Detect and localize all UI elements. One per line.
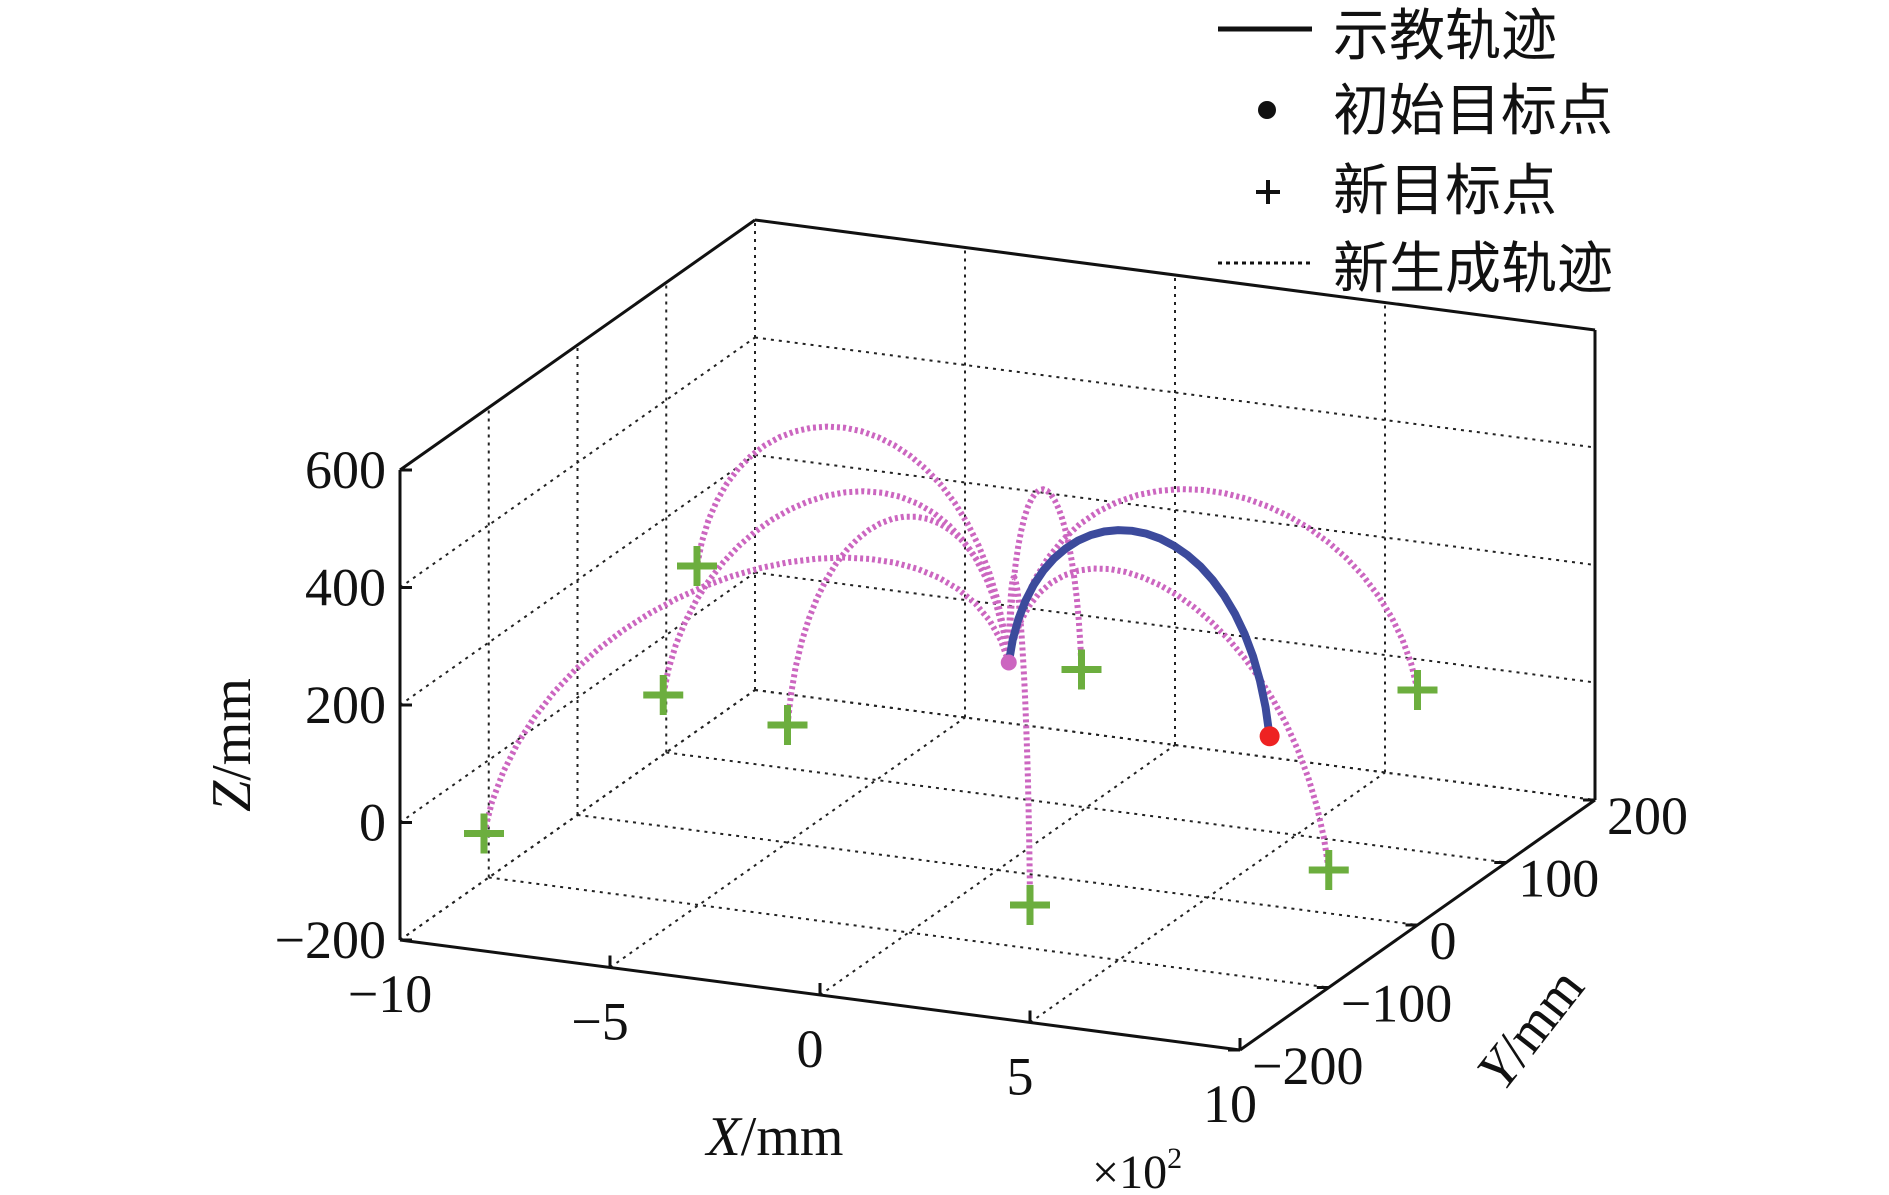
legend-label-demo: 示教轨迹 [1333, 4, 1557, 69]
x-axis-multiplier: ×102 [1092, 1142, 1182, 1195]
y-tick-label: −100 [1341, 974, 1452, 1034]
grid-line [399, 336, 756, 589]
initial-target-point [1259, 726, 1280, 747]
x-tick-label: 0 [797, 1019, 824, 1079]
grid-line [666, 751, 1507, 864]
grid-line [754, 689, 1596, 801]
y-tick-label: 0 [1430, 911, 1457, 971]
start-point [1000, 654, 1017, 671]
y-tick-label: −200 [1252, 1036, 1363, 1096]
legend-swatch-new-target-plus [1256, 180, 1280, 204]
generated-trajectory [1005, 565, 1332, 871]
legend-label-initial: 初始目标点 [1333, 79, 1613, 144]
grid-line [577, 814, 1418, 926]
x-tick-label: −5 [571, 992, 628, 1052]
grid-line [609, 716, 966, 969]
z-tick-label: 600 [305, 440, 386, 500]
y-tick-label: 100 [1518, 849, 1599, 909]
x-tick-label: 5 [1007, 1047, 1034, 1107]
y-tick-label: 200 [1607, 786, 1688, 846]
generated-trajectory [694, 423, 1012, 663]
demo-trajectory [1004, 526, 1274, 741]
grid-line [754, 336, 1596, 449]
axes-box [398, 218, 1597, 1052]
plot-area [464, 423, 1438, 925]
z-axis-label: Z/mm [201, 678, 263, 812]
y-axis-label: Y/mm [1465, 957, 1596, 1101]
legend: 示教轨迹 初始目标点 新目标点 新生成轨迹 [1218, 4, 1613, 302]
z-tick-label: 0 [359, 793, 386, 853]
x-tick-label: 10 [1203, 1074, 1257, 1134]
z-tick-label: 400 [305, 558, 386, 618]
legend-label-generated: 新生成轨迹 [1333, 237, 1613, 302]
grid-line [754, 571, 1596, 684]
generated-trajectory [1005, 486, 1085, 670]
generated-trajectory [1005, 486, 1421, 691]
grid-line [399, 689, 756, 941]
generated-trajectory [660, 488, 1012, 696]
legend-label-new-target: 新目标点 [1333, 159, 1557, 224]
grid-line [1029, 771, 1386, 1024]
grid-line [819, 744, 1176, 996]
legend-swatch-initial-point [1258, 101, 1276, 119]
grid-line [488, 876, 1329, 989]
grid-line [754, 454, 1596, 566]
generated-trajectory [784, 513, 1012, 726]
z-tick-label: 200 [305, 675, 386, 735]
generated-trajectory [481, 554, 1012, 835]
box-edge [399, 218, 756, 472]
grid-line [399, 571, 756, 824]
grid-line [399, 454, 756, 706]
box-edge [754, 218, 1596, 332]
z-tick-label: −200 [275, 910, 386, 970]
x-axis-label: X/mm [705, 1106, 844, 1168]
x-tick-label: −10 [348, 964, 432, 1024]
